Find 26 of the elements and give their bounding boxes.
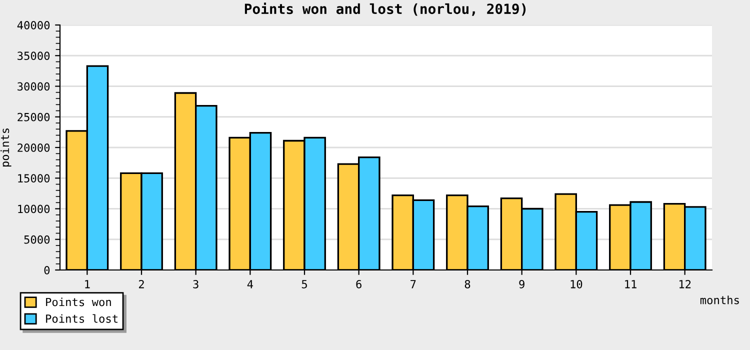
y-tick-label: 10000 — [18, 204, 50, 214]
y-tick-label: 0 — [44, 266, 50, 274]
x-tick-label: 10 — [570, 280, 582, 288]
x-tick-label: 4 — [247, 280, 253, 288]
y-tick-label: 30000 — [18, 82, 50, 91]
x-tick-label: 3 — [193, 280, 198, 288]
x-tick-label: 9 — [519, 280, 524, 288]
y-tick-label: 15000 — [18, 174, 50, 183]
x-axis-title: months — [700, 296, 739, 304]
x-tick-label: 6 — [356, 280, 362, 288]
x-tick-label: 1 — [85, 280, 90, 288]
y-tick-label: 35000 — [18, 52, 50, 60]
chart-title: Points won and lost (norlou, 2019) — [244, 2, 526, 16]
x-tick-label: 11 — [625, 280, 636, 288]
x-tick-label: 2 — [138, 280, 144, 288]
y-tick-label: 25000 — [18, 112, 50, 122]
y-tick-label: 40000 — [17, 21, 50, 30]
y-tick-label: 5000 — [24, 235, 50, 244]
x-tick-label: 8 — [464, 280, 470, 288]
x-tick-label: 7 — [410, 280, 416, 288]
y-axis-title: points — [0, 128, 12, 167]
y-tick-label: 20000 — [18, 144, 50, 152]
x-tick-label: 12 — [679, 280, 691, 288]
x-tick-label: 5 — [302, 280, 307, 288]
legend-label: Points lost — [46, 314, 118, 323]
legend-label: Points won — [46, 298, 111, 306]
